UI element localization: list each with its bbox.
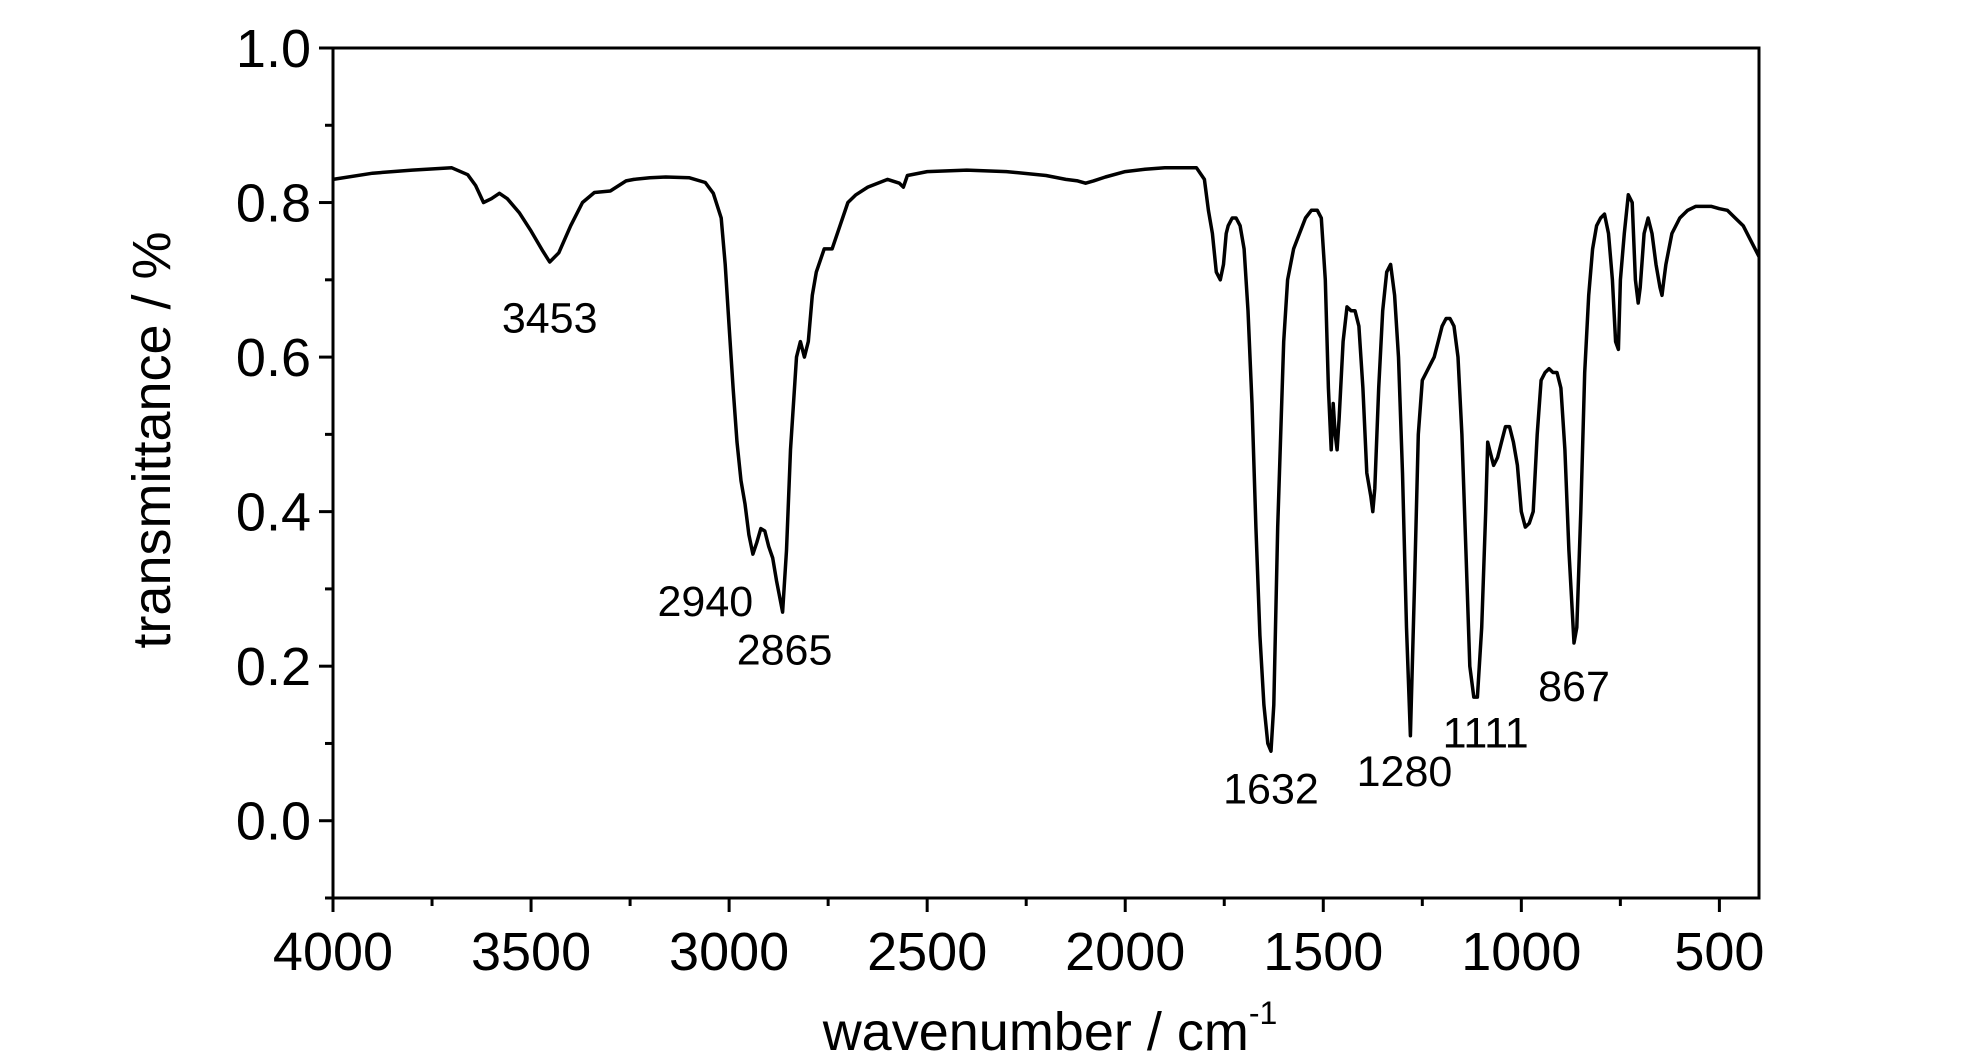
y-axis-label: transmittance / % xyxy=(122,231,182,648)
x-tick-label: 3500 xyxy=(471,922,591,982)
peak-label-1280: 1280 xyxy=(1357,748,1453,796)
peak-label-1111: 1111 xyxy=(1443,709,1529,757)
peak-label-867: 867 xyxy=(1538,663,1610,711)
y-tick-label: 0.0 xyxy=(236,792,311,852)
x-tick-label: 3000 xyxy=(669,922,789,982)
x-tick-label: 2500 xyxy=(867,922,987,982)
y-tick-label: 1.0 xyxy=(236,19,311,79)
transmittance-series-line xyxy=(332,166,1761,753)
x-tick-label: 1500 xyxy=(1263,922,1383,982)
x-axis-label-text: wavenumber / cm xyxy=(822,1002,1249,1062)
x-tick-label: 2000 xyxy=(1065,922,1185,982)
peak-label-2940: 2940 xyxy=(658,578,754,626)
y-tick-label: 0.2 xyxy=(236,637,311,697)
peak-label-3453: 3453 xyxy=(502,294,598,342)
x-tick-label: 500 xyxy=(1674,922,1764,982)
x-tick-label: 1000 xyxy=(1461,922,1581,982)
plot-frame xyxy=(331,46,1761,900)
x-axis-ticks: 4000 3500 3000 2500 2000 1500 1000 500 xyxy=(273,898,1764,982)
y-tick-label: 0.4 xyxy=(236,483,311,543)
peak-label-1632: 1632 xyxy=(1223,766,1319,814)
peak-label-2865: 2865 xyxy=(737,627,833,675)
y-axis-ticks: 0.0 0.2 0.4 0.6 0.8 1.0 xyxy=(236,19,333,900)
y-tick-label: 0.6 xyxy=(236,328,311,388)
x-axis-label-superscript: -1 xyxy=(1249,995,1277,1031)
x-axis-label: wavenumber / cm-1 xyxy=(822,995,1278,1062)
x-tick-label: 4000 xyxy=(273,922,393,982)
y-tick-label: 0.8 xyxy=(236,174,311,234)
